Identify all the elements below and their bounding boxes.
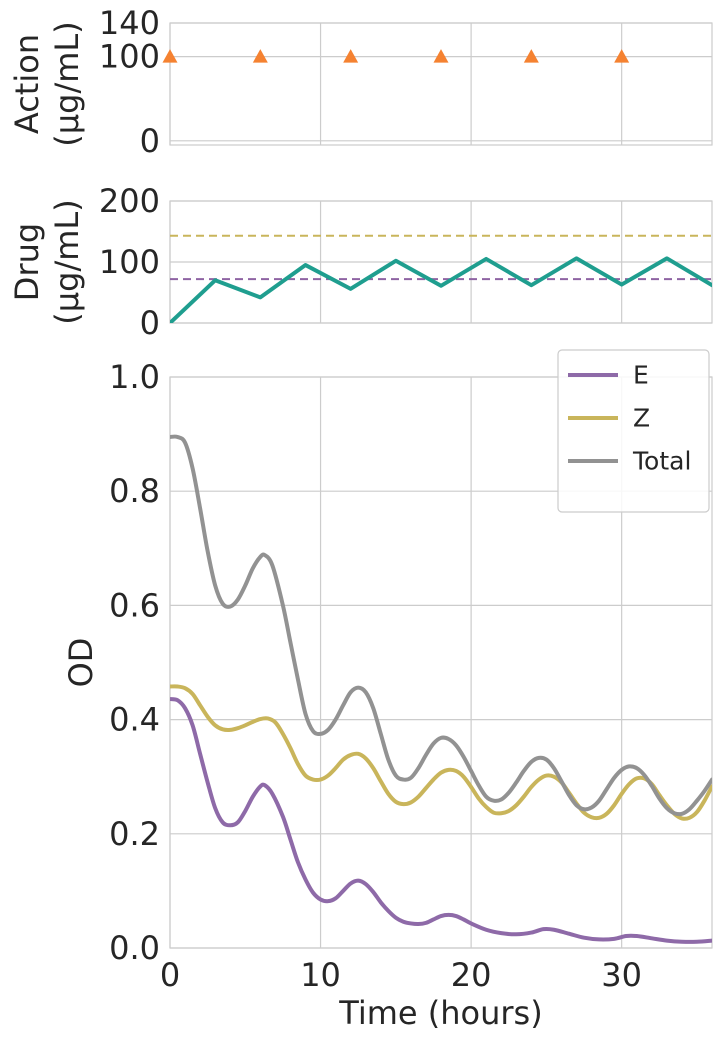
od-x-tick-label: 10 <box>300 956 341 994</box>
od-x-tick-label: 20 <box>451 956 492 994</box>
od-legend-box <box>557 349 710 513</box>
od-y-tick-label: 1.0 <box>109 358 160 396</box>
legend-label-total: Total <box>632 447 691 476</box>
drug-panel: 0 100 200 Drug (µg/mL) <box>8 182 713 342</box>
action-y-tick-label: 100 <box>99 38 160 76</box>
od-series-total <box>170 434 712 817</box>
od-series-e <box>170 697 712 944</box>
od-y-tick-label: 0.2 <box>109 815 160 853</box>
od-y-tick-label: 0.0 <box>109 929 160 967</box>
action-dose-marker <box>614 49 630 63</box>
od-x-tick-label: 30 <box>601 956 642 994</box>
drug-y-axis-label: Drug <box>8 223 46 301</box>
action-y-axis-unit: (µg/mL) <box>48 21 86 146</box>
od-y-tick-label: 0.4 <box>109 701 160 739</box>
legend-label-z: Z <box>633 404 650 433</box>
action-markers <box>162 49 630 63</box>
action-dose-marker <box>523 49 539 63</box>
drug-series-drug-concentration <box>170 256 712 323</box>
action-y-tick-label: 0 <box>140 122 160 160</box>
action-y-axis-label: Action <box>8 34 46 134</box>
action-dose-marker <box>252 49 268 63</box>
action-dose-marker <box>162 49 178 63</box>
drug-y-axis-unit: (µg/mL) <box>48 199 86 324</box>
od-panel: 0.0 0.2 0.4 0.6 0.8 1.0 0 10 20 30 OD Time (hours) E… <box>62 349 713 1032</box>
od-y-tick-label: 0.6 <box>109 586 160 624</box>
action-plot-area <box>169 22 713 146</box>
od-series-z <box>170 684 712 821</box>
od-x-tick-label: 0 <box>160 956 180 994</box>
od-y-tick-label: 0.8 <box>109 472 160 510</box>
action-dose-marker <box>433 49 449 63</box>
od-legend: EZ Total <box>557 349 710 513</box>
drug-y-tick-label: 0 <box>140 304 160 342</box>
action-y-tick-label: 140 <box>99 4 160 42</box>
od-y-axis-label: OD <box>62 638 100 688</box>
legend-label-e: E <box>633 361 649 390</box>
drug-y-tick-label: 100 <box>99 243 160 281</box>
action-dose-marker <box>343 49 359 63</box>
drug-y-tick-label: 200 <box>99 182 160 220</box>
od-x-axis-label: Time (hours) <box>338 994 542 1032</box>
